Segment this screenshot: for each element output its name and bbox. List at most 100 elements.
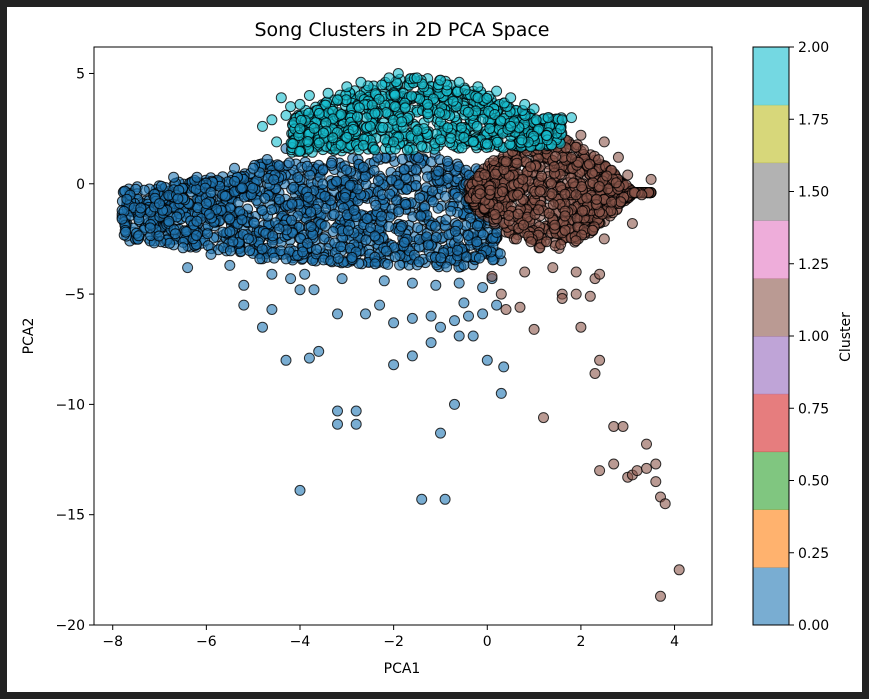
- data-point: [517, 173, 529, 185]
- data-point: [673, 564, 685, 576]
- data-point: [202, 228, 213, 240]
- colorbar-segment: [753, 393, 789, 453]
- data-point: [353, 102, 365, 114]
- data-point: [559, 210, 571, 222]
- data-point: [659, 498, 671, 510]
- data-point: [273, 160, 285, 172]
- data-point: [369, 144, 381, 156]
- series-cluster-2: [257, 68, 577, 158]
- y-tick-label: −20: [55, 618, 85, 634]
- y-tick-label: −15: [55, 508, 85, 524]
- data-point: [477, 282, 489, 293]
- data-point: [503, 209, 515, 221]
- data-point: [518, 219, 529, 231]
- y-axis-label: PCA2: [21, 318, 37, 355]
- data-point: [256, 205, 268, 216]
- data-point: [471, 236, 483, 248]
- data-point: [576, 205, 588, 217]
- data-point: [294, 145, 306, 157]
- data-point: [467, 136, 479, 148]
- colorbar-tick-label: 0.75: [798, 401, 829, 417]
- data-point: [463, 310, 474, 322]
- data-point: [190, 230, 202, 241]
- data-point: [322, 87, 334, 99]
- data-point: [449, 225, 461, 237]
- data-point: [191, 215, 203, 227]
- data-point: [283, 157, 295, 169]
- data-point: [292, 172, 304, 183]
- data-point: [177, 242, 189, 254]
- data-point: [389, 101, 401, 112]
- data-point: [259, 192, 271, 204]
- data-point: [491, 299, 503, 311]
- data-point: [631, 465, 643, 477]
- series-cluster-1: [463, 127, 685, 602]
- data-point: [425, 337, 437, 349]
- data-point: [331, 175, 343, 187]
- data-point: [154, 198, 165, 210]
- data-point: [236, 214, 248, 226]
- data-point: [519, 266, 531, 278]
- data-point: [335, 241, 347, 253]
- data-point: [299, 268, 311, 280]
- x-tick-label: −6: [196, 634, 217, 650]
- data-point: [473, 252, 485, 264]
- data-point: [533, 204, 544, 216]
- data-point: [435, 321, 446, 333]
- data-point: [479, 169, 491, 181]
- data-point: [512, 189, 524, 201]
- data-point: [435, 74, 446, 86]
- data-point: [458, 297, 470, 309]
- colorbar-tick-label: 0.50: [798, 474, 829, 490]
- data-point: [305, 221, 317, 232]
- data-point: [495, 115, 507, 127]
- data-point: [224, 213, 236, 225]
- data-point: [530, 114, 542, 126]
- data-point: [244, 245, 255, 257]
- data-point: [326, 157, 337, 169]
- data-point: [266, 204, 278, 216]
- data-point: [449, 315, 460, 327]
- data-point: [442, 122, 454, 134]
- data-point: [445, 205, 457, 217]
- data-point: [550, 151, 561, 163]
- data-point: [238, 279, 250, 291]
- data-point: [364, 120, 376, 132]
- data-point: [441, 261, 453, 273]
- data-point: [566, 151, 577, 163]
- data-point: [433, 165, 445, 177]
- data-point: [395, 220, 407, 232]
- y-tick-label: 0: [76, 177, 85, 193]
- data-point: [285, 101, 297, 113]
- data-point: [488, 155, 500, 167]
- colorbar-segment: [753, 47, 789, 106]
- data-point: [388, 359, 400, 371]
- data-point: [505, 92, 517, 104]
- data-point: [636, 189, 648, 201]
- data-point: [584, 290, 596, 302]
- data-point: [348, 204, 360, 216]
- data-point: [247, 162, 259, 174]
- data-point: [542, 112, 554, 124]
- data-point: [332, 405, 343, 417]
- data-point: [203, 208, 215, 220]
- data-point: [266, 268, 278, 280]
- data-point: [584, 158, 595, 170]
- data-point: [435, 252, 447, 264]
- data-point: [452, 244, 463, 256]
- data-point: [458, 132, 470, 143]
- x-tick-label: 2: [576, 634, 585, 650]
- data-point: [382, 258, 394, 270]
- data-point: [393, 179, 405, 191]
- data-point: [200, 198, 212, 210]
- data-point: [378, 275, 390, 287]
- data-point: [460, 251, 472, 263]
- data-point: [294, 484, 306, 496]
- data-point: [271, 136, 283, 148]
- data-point: [261, 154, 273, 165]
- data-point: [608, 421, 620, 432]
- data-point: [286, 198, 298, 210]
- data-point: [369, 230, 381, 242]
- data-point: [388, 317, 400, 329]
- colorbar-segment: [753, 509, 789, 568]
